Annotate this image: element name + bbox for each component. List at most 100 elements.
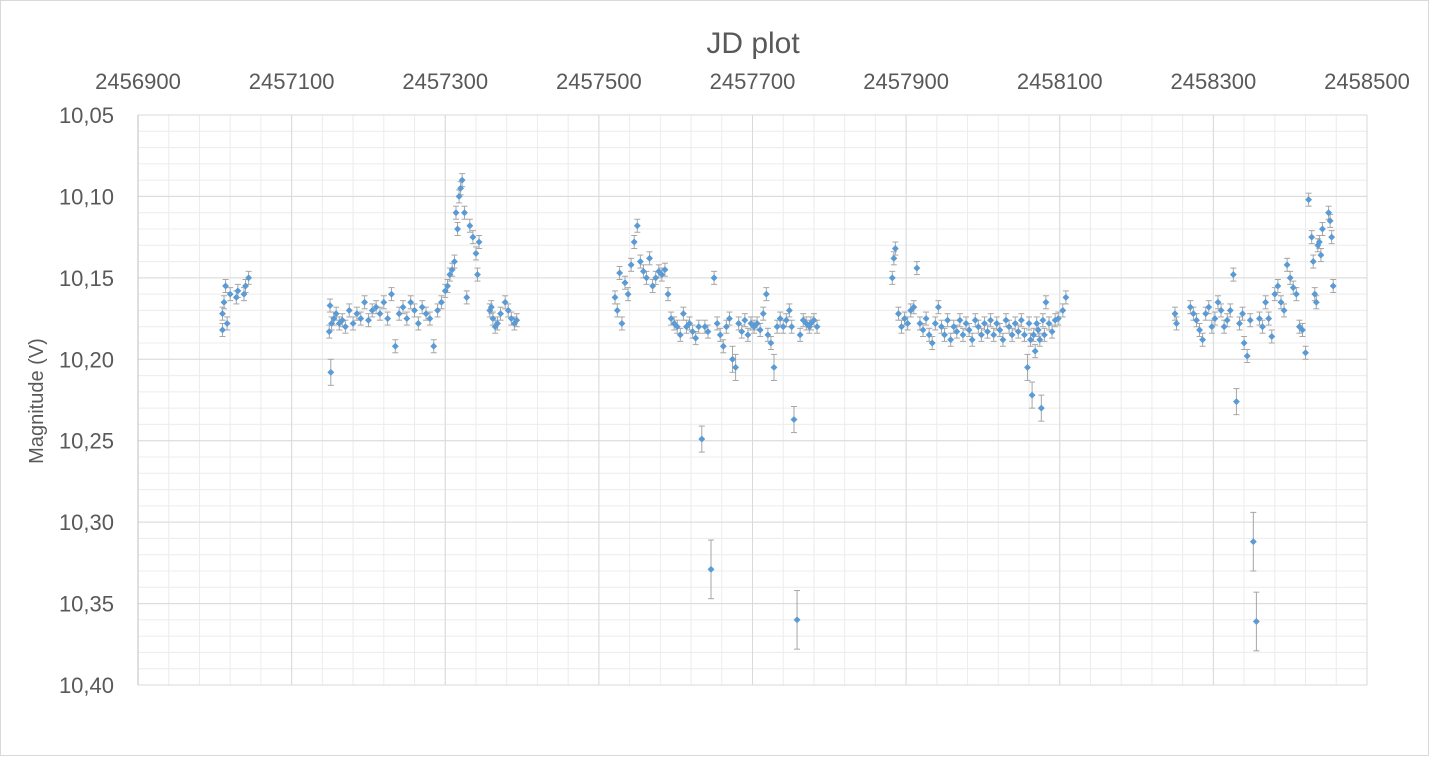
data-point — [764, 331, 772, 339]
data-point — [332, 310, 340, 318]
data-point — [410, 306, 419, 314]
data-point — [1189, 310, 1197, 318]
data-point — [1223, 316, 1231, 324]
data-point — [658, 271, 666, 279]
data-point — [756, 326, 764, 334]
data-point — [624, 290, 632, 298]
data-point — [890, 254, 898, 262]
data-point — [504, 306, 512, 314]
data-point — [679, 310, 687, 318]
data-point — [1220, 323, 1228, 331]
data-point — [418, 303, 426, 311]
data-point — [328, 319, 336, 328]
data-point — [414, 319, 422, 328]
data-point — [460, 209, 469, 217]
data-point — [501, 298, 509, 306]
x-tick-label: 2456900 — [95, 69, 181, 94]
data-point — [240, 290, 248, 298]
data-point — [636, 258, 644, 266]
data-point — [630, 238, 638, 246]
data-point — [891, 244, 899, 253]
data-point — [689, 328, 697, 336]
data-point — [368, 306, 376, 314]
data-point — [395, 310, 403, 318]
data-point — [1262, 298, 1270, 306]
data-point — [1252, 617, 1260, 626]
data-point — [1308, 233, 1316, 241]
data-point — [387, 290, 396, 298]
data-point — [222, 282, 230, 290]
data-point — [1017, 316, 1025, 324]
data-point — [956, 316, 964, 324]
data-point — [437, 298, 445, 306]
data-point — [1246, 316, 1254, 324]
data-point — [667, 315, 675, 323]
data-point — [773, 323, 781, 331]
x-tick-label: 2457900 — [863, 69, 949, 94]
error-bars — [219, 173, 1337, 652]
data-point — [234, 287, 242, 295]
data-point — [1328, 233, 1336, 241]
data-point — [1042, 298, 1050, 306]
data-point — [977, 331, 985, 339]
data-point — [922, 315, 930, 323]
data-point — [403, 315, 411, 323]
data-point — [497, 310, 505, 318]
data-point — [725, 315, 734, 323]
data-point — [928, 339, 936, 347]
x-tick-label: 2457300 — [402, 69, 488, 94]
data-point — [621, 279, 629, 287]
data-point — [345, 306, 353, 314]
data-point — [223, 319, 231, 328]
data-point — [1059, 306, 1067, 314]
data-point — [444, 282, 452, 290]
data-point — [1028, 391, 1036, 399]
data-point — [710, 274, 718, 282]
data-point — [469, 233, 477, 241]
data-point — [407, 298, 415, 306]
data-point — [701, 323, 709, 331]
data-point — [455, 192, 463, 200]
data-point — [1217, 306, 1225, 314]
major-gridlines — [137, 114, 1368, 686]
data-point — [770, 363, 778, 371]
data-point — [1268, 332, 1276, 341]
data-point — [1025, 319, 1033, 328]
data-point — [326, 301, 334, 310]
data-point — [735, 319, 743, 328]
data-point — [931, 319, 939, 328]
data-point — [613, 306, 621, 314]
data-point — [1258, 323, 1267, 331]
data-point — [618, 319, 626, 328]
data-point — [776, 315, 784, 323]
data-point — [759, 310, 767, 318]
data-point — [722, 323, 730, 331]
x-tick-label: 2457700 — [710, 69, 796, 94]
y-tick-label: 10,40 — [59, 673, 114, 698]
data-point — [894, 310, 902, 318]
data-point — [793, 616, 801, 624]
data-point — [399, 303, 407, 311]
data-point — [1202, 310, 1210, 318]
data-point — [226, 290, 234, 298]
data-point — [430, 342, 438, 350]
data-point — [1062, 293, 1070, 301]
data-point — [1239, 310, 1247, 318]
data-point — [753, 319, 761, 328]
data-point — [1214, 298, 1222, 306]
x-tick-labels: 2456900 2457100 2457300 2457500 2457700 24579… — [95, 69, 1410, 94]
data-point — [493, 319, 502, 328]
data-point — [218, 326, 227, 334]
data-point — [1229, 271, 1237, 279]
data-point — [1283, 261, 1291, 269]
data-point — [738, 328, 746, 336]
data-point — [983, 328, 992, 336]
data-point — [1309, 258, 1317, 266]
data-point — [968, 336, 976, 344]
data-point — [762, 290, 770, 298]
data-point — [1235, 319, 1244, 328]
data-point — [788, 323, 796, 331]
data-point — [713, 319, 721, 328]
